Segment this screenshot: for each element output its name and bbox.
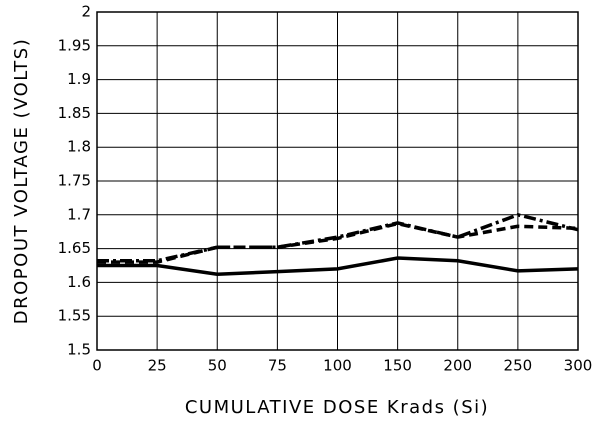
series-line — [97, 221, 579, 264]
y-tick-label: 1.8 — [67, 138, 91, 156]
y-tick-label: 1.55 — [58, 307, 91, 325]
x-tick-label: 150 — [383, 357, 412, 375]
series-line — [97, 256, 579, 277]
x-axis-title: CUMULATIVE DOSE Krads (Si) — [185, 397, 489, 418]
x-tick-label: 0 — [92, 357, 102, 375]
y-tick-label: 1.5 — [67, 341, 91, 359]
x-tick-label: 250 — [504, 357, 533, 375]
x-tick-label: 25 — [148, 357, 167, 375]
y-tick-label: 1.85 — [58, 104, 91, 122]
x-tick-label: 300 — [564, 357, 593, 375]
y-tick-label: 1.65 — [58, 239, 91, 257]
series-line — [97, 212, 579, 263]
y-tick-label: 1.95 — [58, 36, 91, 54]
x-tick-label: 200 — [443, 357, 472, 375]
y-tick-label: 1.75 — [58, 172, 91, 190]
y-tick-label: 1.7 — [67, 205, 91, 223]
y-tick-label: 1.9 — [67, 70, 91, 88]
x-tick-label: 75 — [268, 357, 287, 375]
plot-frame — [96, 11, 579, 351]
y-tick-label: 1.6 — [67, 273, 91, 291]
x-tick-label: 50 — [208, 357, 227, 375]
y-tick-label: 2 — [81, 3, 91, 21]
y-axis-title: DROPOUT VOLTAGE (VOLTS) — [11, 38, 32, 324]
x-tick-label: 100 — [323, 357, 352, 375]
